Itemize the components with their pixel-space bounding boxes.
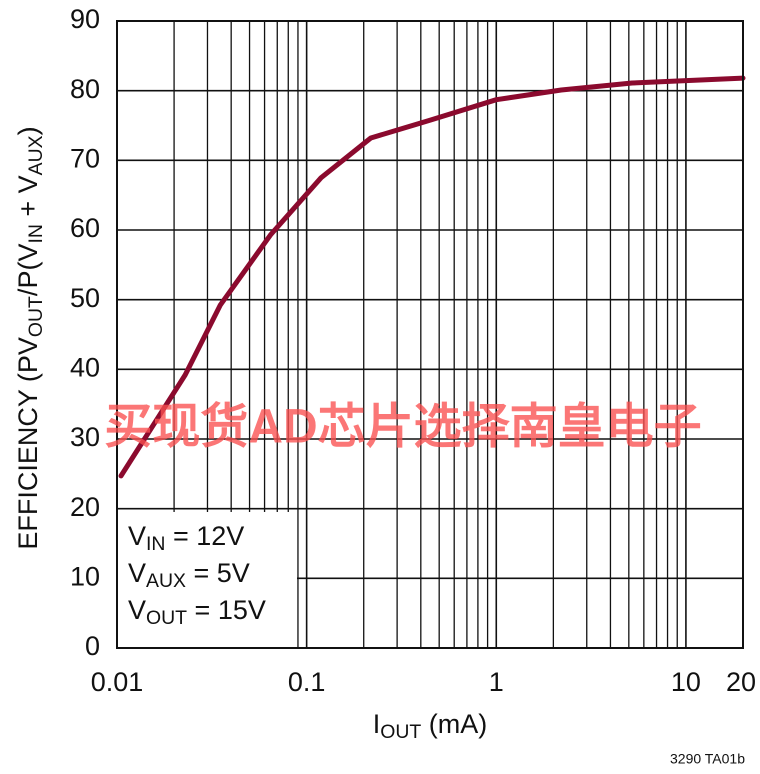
text-part: V [128,521,146,551]
y-tick-label: 30 [70,422,100,452]
subscript: AUX [25,135,47,175]
text-part: (mA) [421,709,487,739]
y-tick-label: 70 [70,143,100,173]
plot-frame [116,20,744,649]
x-tick-label: 0.01 [91,667,144,697]
y-tick-label: 40 [70,352,100,382]
subscript: IN [25,224,47,243]
text-part: = 12V [165,521,244,551]
y-axis-label: EFFICIENCY (PVOUT/P(VIN + VAUX) [13,126,47,549]
data-line [118,75,746,479]
subscript: AUX [146,570,186,592]
annotation-line: VIN = 12V [128,521,244,555]
watermark: 买现货AD芯片选择南皇电子 [104,401,701,454]
y-tick-label: 60 [70,213,100,243]
x-tick-label: 1 [489,667,504,697]
subscript: OUT [380,721,421,743]
subscript: IN [146,533,165,555]
annotation-line: VOUT = 15V [128,595,266,629]
y-tick-label: 0 [85,631,100,661]
y-tick-label: 10 [70,561,100,591]
annotation-line: VAUX = 5V [128,558,250,592]
x-axis-label: IOUT (mA) [373,709,488,743]
text-part: V [128,595,146,625]
subscript: OUT [25,296,47,337]
text-part: /P(V [13,244,43,297]
subscript: OUT [146,607,187,629]
y-tick-label: 50 [70,283,100,313]
x-tick-label: 0.1 [288,667,326,697]
text-part: ) [13,126,43,135]
text-part: V [128,558,146,588]
y-tick-label: 80 [70,74,100,104]
y-tick-label: 90 [70,4,100,34]
text-part: I [373,709,381,739]
x-tick-label: 20 [726,667,756,697]
x-tick-label: 10 [671,667,701,697]
text-part: + V [13,175,43,224]
footnote: 3290 TA01b [670,751,745,767]
text-part: EFFICIENCY (PV [13,337,43,550]
text-part: = 5V [186,558,250,588]
annotation-box [117,512,297,648]
text-part: = 15V [187,595,266,625]
y-tick-label: 20 [70,492,100,522]
